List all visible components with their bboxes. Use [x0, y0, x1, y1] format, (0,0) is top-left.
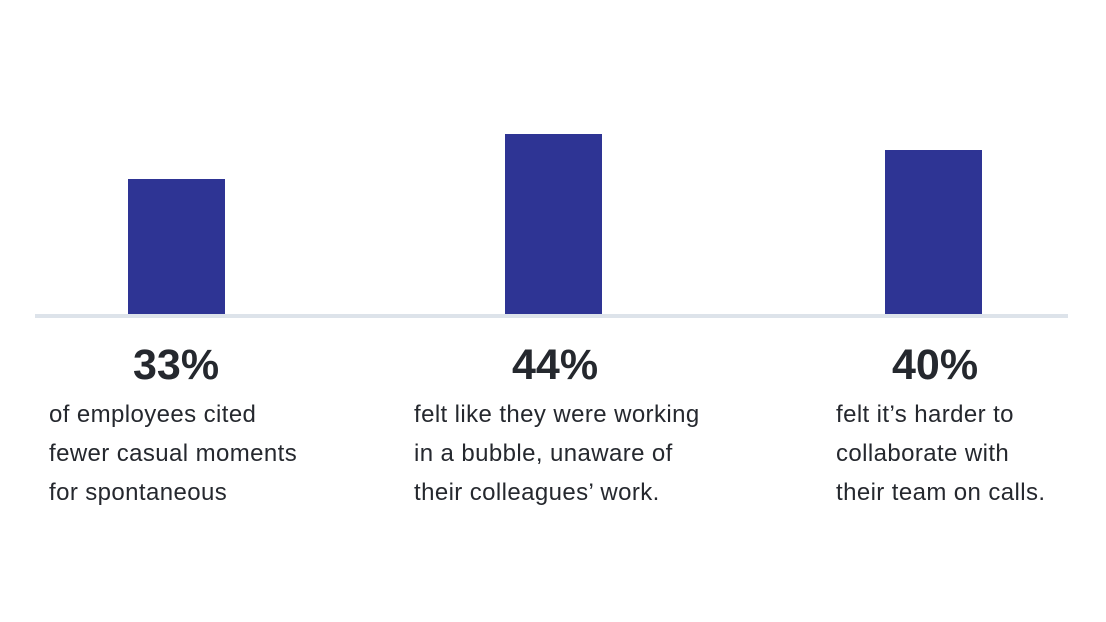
- description-1-line-3: for spontaneous: [49, 479, 228, 506]
- description-2: felt like they were working in a bubble,…: [414, 395, 700, 512]
- description-3: felt it’s harder to collaborate with the…: [836, 395, 1045, 512]
- description-2-line-1: felt like they were working: [414, 401, 700, 428]
- bar-2: [505, 134, 602, 314]
- value-label-3: 40%: [892, 341, 979, 389]
- value-label-1: 33%: [133, 341, 220, 389]
- bar-1: [128, 179, 225, 314]
- value-label-2: 44%: [512, 341, 599, 389]
- chart-baseline: [35, 314, 1068, 318]
- description-1: of employees cited fewer casual moments …: [49, 395, 297, 512]
- description-3-line-1: felt it’s harder to: [836, 401, 1014, 428]
- description-1-line-2: fewer casual moments: [49, 440, 298, 467]
- bar-3: [885, 150, 982, 314]
- description-1-line-1: of employees cited: [49, 401, 257, 428]
- description-2-line-2: in a bubble, unaware of: [414, 440, 673, 467]
- description-2-line-3: their colleagues’ work.: [414, 479, 660, 506]
- description-3-line-3: their team on calls.: [836, 479, 1046, 506]
- description-3-line-2: collaborate with: [836, 440, 1010, 467]
